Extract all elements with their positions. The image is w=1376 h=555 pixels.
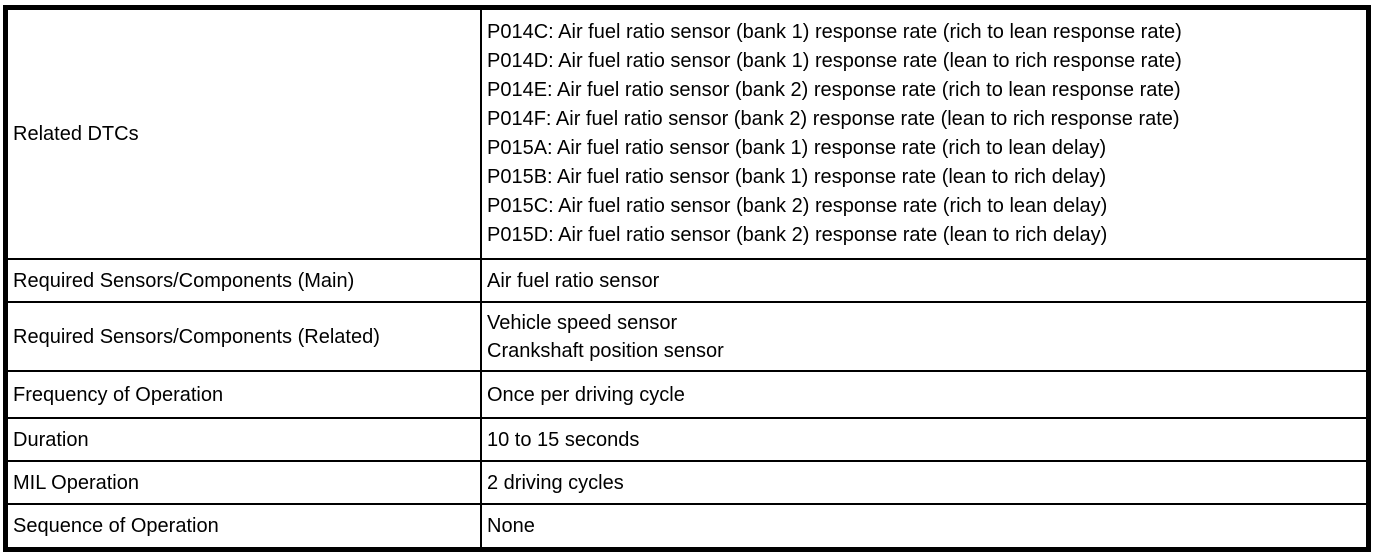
row-value-duration: 10 to 15 seconds (480, 417, 1370, 462)
row-label-text: MIL Operation (13, 471, 139, 494)
dtc-line: P014D: Air fuel ratio sensor (bank 1) re… (487, 50, 1182, 72)
row-value-required-sensors-main: Air fuel ratio sensor (480, 258, 1370, 303)
row-label-text: Sequence of Operation (13, 515, 219, 537)
row-label-frequency-of-operation: Frequency of Operation (4, 370, 482, 419)
table-row-related-dtcs: Related DTCs P014C: Air fuel ratio senso… (4, 6, 1370, 260)
value-line: 10 to 15 seconds (487, 428, 640, 451)
table-row-required-sensors-main: Required Sensors/Components (Main) Air f… (4, 258, 1370, 303)
table-row-duration: Duration 10 to 15 seconds (4, 417, 1370, 462)
dtc-line: P014E: Air fuel ratio sensor (bank 2) re… (487, 79, 1181, 101)
table-row-frequency-of-operation: Frequency of Operation Once per driving … (4, 370, 1370, 419)
row-value-related-dtcs: P014C: Air fuel ratio sensor (bank 1) re… (480, 6, 1370, 260)
row-label-duration: Duration (4, 417, 482, 462)
row-value-mil-operation: 2 driving cycles (480, 460, 1370, 505)
row-label-related-dtcs: Related DTCs (4, 6, 482, 260)
dtc-line: P015A: Air fuel ratio sensor (bank 1) re… (487, 137, 1107, 159)
table-row-mil-operation: MIL Operation 2 driving cycles (4, 460, 1370, 505)
dtc-line: P015B: Air fuel ratio sensor (bank 1) re… (487, 166, 1107, 188)
row-label-text: Required Sensors/Components (Main) (13, 269, 355, 292)
row-label-text: Related DTCs (13, 123, 139, 145)
table-row-required-sensors-related: Required Sensors/Components (Related) Ve… (4, 301, 1370, 372)
dtc-line: P015D: Air fuel ratio sensor (bank 2) re… (487, 224, 1108, 246)
table-row-sequence-of-operation: Sequence of Operation None (4, 503, 1370, 551)
row-value-frequency-of-operation: Once per driving cycle (480, 370, 1370, 419)
row-label-required-sensors-main: Required Sensors/Components (Main) (4, 258, 482, 303)
value-line: None (487, 515, 535, 537)
row-label-text: Required Sensors/Components (Related) (13, 325, 380, 348)
value-line: Vehicle speed sensor (487, 311, 678, 334)
dtc-line: P015C: Air fuel ratio sensor (bank 2) re… (487, 195, 1108, 217)
row-label-sequence-of-operation: Sequence of Operation (4, 503, 482, 551)
table-body: Related DTCs P014C: Air fuel ratio senso… (4, 6, 1370, 551)
value-line: Once per driving cycle (487, 383, 685, 406)
row-label-text: Frequency of Operation (13, 383, 224, 406)
row-label-required-sensors-related: Required Sensors/Components (Related) (4, 301, 482, 372)
row-label-mil-operation: MIL Operation (4, 460, 482, 505)
row-value-sequence-of-operation: None (480, 503, 1370, 551)
dtc-line: P014F: Air fuel ratio sensor (bank 2) re… (487, 108, 1180, 130)
value-line: Crankshaft position sensor (487, 339, 724, 362)
dtc-line: P014C: Air fuel ratio sensor (bank 1) re… (487, 21, 1182, 43)
row-value-required-sensors-related: Vehicle speed sensor Crankshaft position… (480, 301, 1370, 372)
value-line: Air fuel ratio sensor (487, 269, 660, 292)
dtc-monitor-info-table: Related DTCs P014C: Air fuel ratio senso… (3, 5, 1371, 552)
value-line: 2 driving cycles (487, 471, 624, 494)
row-label-text: Duration (13, 428, 89, 451)
